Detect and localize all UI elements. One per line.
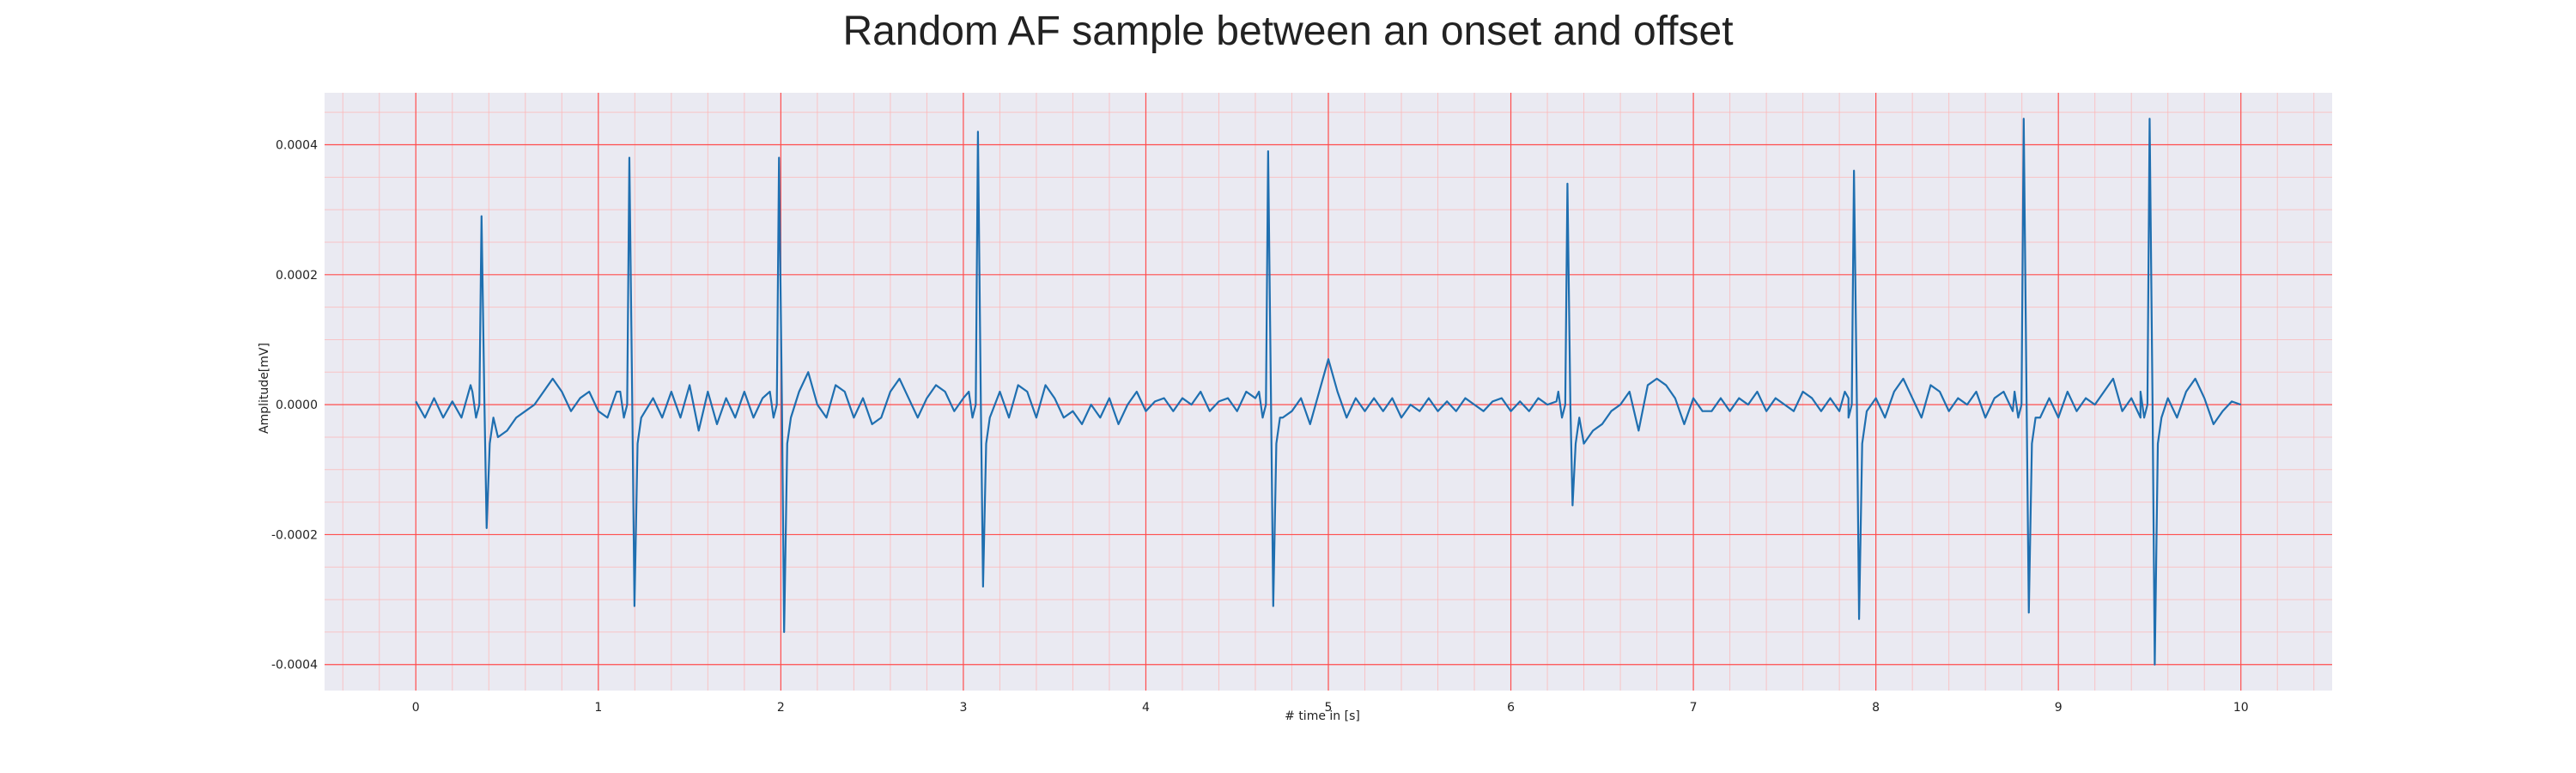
chart-title: Random AF sample between an onset and of… [842,9,1733,54]
x-tick-label: 6 [1507,701,1515,715]
x-tick-label: 3 [959,701,967,715]
x-tick-label: 10 [2233,701,2249,715]
y-tick-label: -0.0002 [271,528,318,542]
x-tick-label: 1 [594,701,602,715]
x-tick-label: 2 [777,701,785,715]
x-axis-ticks: 0 1 2 3 4 5 6 7 8 9 10 [412,701,2249,715]
y-axis-ticks: -0.0004 -0.0002 0.0000 0.0002 0.0004 [271,139,318,673]
x-tick-label: 9 [2055,701,2063,715]
y-axis-label: Amplitude[mV] [258,343,271,434]
series-layer [415,118,2242,666]
y-tick-label: -0.0004 [271,659,318,673]
ecg-series-line [415,118,2242,666]
x-axis-label: # time in [s] [1285,709,1360,723]
x-tick-label: 0 [412,701,420,715]
y-tick-label: 0.0002 [276,269,318,283]
major-grid [325,93,2332,691]
y-tick-label: 0.0000 [276,399,318,412]
x-tick-label: 4 [1142,701,1150,715]
y-tick-label: 0.0004 [276,139,318,153]
x-tick-label: 5 [1325,701,1333,715]
x-tick-label: 7 [1690,701,1698,715]
x-tick-label: 8 [1872,701,1880,715]
